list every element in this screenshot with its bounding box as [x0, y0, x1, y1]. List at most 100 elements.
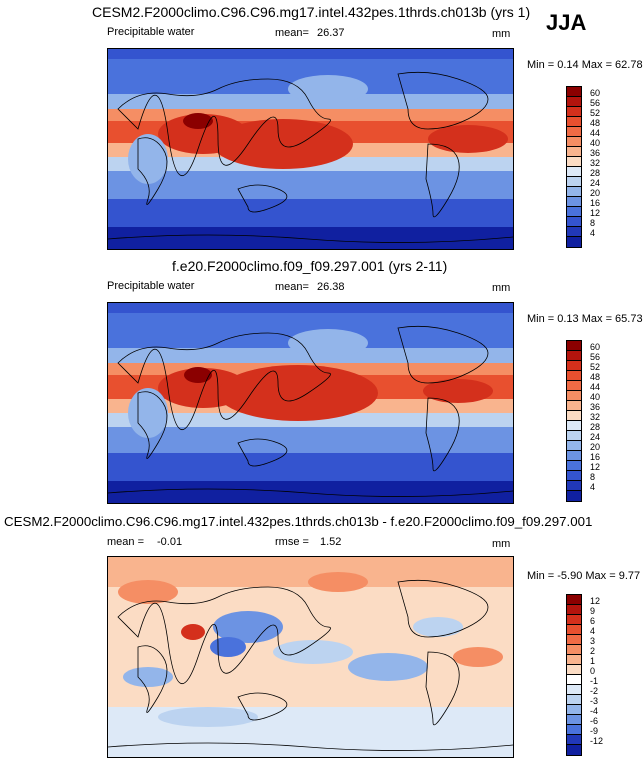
colorbar-tick-label: 60: [590, 342, 601, 352]
colorbar-swatch: [567, 615, 581, 625]
colorbar-tick-label: 60: [590, 88, 601, 98]
colorbar-tick-label: 4: [590, 626, 596, 636]
colorbar-swatch: [567, 157, 581, 167]
colorbar-tick-label: 28: [590, 168, 601, 178]
colorbar-tick-label: 24: [590, 178, 601, 188]
colorbar-tick-label: 40: [590, 138, 601, 148]
colorbar-swatch: [567, 675, 581, 685]
panel2-title: f.e20.F2000climo.f09_f09.297.001 (yrs 2-…: [172, 258, 448, 274]
colorbar-swatch: [567, 127, 581, 137]
colorbar-swatch: [567, 451, 581, 461]
colorbar-tick-label: 48: [590, 372, 601, 382]
colorbar-swatch: [567, 237, 581, 247]
colorbar-tick-label: 16: [590, 198, 601, 208]
panel2-units: mm: [492, 282, 511, 294]
colorbar-tick-label: 32: [590, 412, 601, 422]
colorbar-tick-label: 16: [590, 452, 601, 462]
colorbar-tick-label: 12: [590, 208, 601, 218]
panel2-mean-value: 26.38: [317, 281, 345, 293]
colorbar-tick-label: 56: [590, 352, 601, 362]
colorbar-tick-label: 2: [590, 646, 596, 656]
colorbar-tick-label: 36: [590, 402, 601, 412]
colorbar-tick-label: 36: [590, 148, 601, 158]
colorbar-swatch: [567, 351, 581, 361]
colorbar-tick-label: 44: [590, 128, 601, 138]
colorbar-swatch: [567, 401, 581, 411]
panel3-colorbar: [566, 594, 582, 756]
colorbar-tick-label: 12: [590, 462, 601, 472]
colorbar-tick-label: -12: [590, 736, 604, 746]
colorbar-swatch: [567, 217, 581, 227]
colorbar-swatch: [567, 371, 581, 381]
panel3-mean-label: mean =: [107, 536, 144, 548]
panel1-title: CESM2.F2000climo.C96.C96.mg17.intel.432p…: [92, 4, 531, 20]
colorbar-tick-label: 28: [590, 422, 601, 432]
colorbar-tick-label: -9: [590, 726, 599, 736]
panel3-mean-value: -0.01: [157, 536, 183, 548]
colorbar-tick-label: 40: [590, 392, 601, 402]
colorbar-tick-label: 32: [590, 158, 601, 168]
colorbar-swatch: [567, 635, 581, 645]
colorbar-swatch: [567, 625, 581, 635]
colorbar-tick-label: 1: [590, 656, 596, 666]
panel3-map: [107, 556, 514, 758]
panel3-rmse-value: 1.52: [320, 536, 342, 548]
colorbar-swatch: [567, 685, 581, 695]
colorbar-swatch: [567, 177, 581, 187]
colorbar-swatch: [567, 391, 581, 401]
panel1-mean-label: mean=: [275, 27, 309, 39]
colorbar-tick-label: 6: [590, 616, 596, 626]
colorbar-swatch: [567, 197, 581, 207]
colorbar-swatch: [567, 207, 581, 217]
panel2-mean-label: mean=: [275, 281, 309, 293]
colorbar-tick-label: 4: [590, 228, 596, 238]
panel2-minmax: Min = 0.13 Max = 65.73: [527, 313, 643, 325]
colorbar-swatch: [567, 725, 581, 735]
colorbar-tick-label: 3: [590, 636, 596, 646]
colorbar-swatch: [567, 645, 581, 655]
colorbar-swatch: [567, 107, 581, 117]
panel1-colorbar: [566, 86, 582, 248]
colorbar-tick-label: 48: [590, 118, 601, 128]
panel1-mean-value: 26.37: [317, 27, 345, 39]
panel3-title: CESM2.F2000climo.C96.C96.mg17.intel.432p…: [4, 514, 593, 529]
season-label: JJA: [546, 10, 587, 35]
colorbar-tick-label: 20: [590, 188, 601, 198]
colorbar-swatch: [567, 227, 581, 237]
colorbar-swatch: [567, 441, 581, 451]
panel1-field-plot: [108, 49, 513, 249]
colorbar-tick-label: 12: [590, 596, 601, 606]
panel1-minmax: Min = 0.14 Max = 62.78: [527, 59, 643, 71]
colorbar-swatch: [567, 147, 581, 157]
panel2-map: [107, 302, 514, 504]
colorbar-swatch: [567, 665, 581, 675]
colorbar-tick-label: 52: [590, 362, 601, 372]
colorbar-tick-label: 24: [590, 432, 601, 442]
colorbar-tick-label: -4: [590, 706, 599, 716]
panel2-variable: Precipitable water: [107, 280, 195, 292]
panel2-colorbar: [566, 340, 582, 502]
colorbar-swatch: [567, 137, 581, 147]
colorbar-tick-label: 0: [590, 666, 596, 676]
colorbar-swatch: [567, 87, 581, 97]
colorbar-swatch: [567, 341, 581, 351]
colorbar-tick-label: 20: [590, 442, 601, 452]
colorbar-swatch: [567, 471, 581, 481]
colorbar-tick-label: -1: [590, 676, 599, 686]
colorbar-tick-label: -2: [590, 686, 599, 696]
colorbar-swatch: [567, 705, 581, 715]
colorbar-swatch: [567, 655, 581, 665]
colorbar-tick-label: 8: [590, 472, 596, 482]
colorbar-tick-label: 56: [590, 98, 601, 108]
colorbar-swatch: [567, 491, 581, 501]
colorbar-tick-label: -3: [590, 696, 599, 706]
colorbar-swatch: [567, 431, 581, 441]
panel1-units: mm: [492, 28, 511, 40]
colorbar-tick-label: 9: [590, 606, 596, 616]
colorbar-tick-label: 8: [590, 218, 596, 228]
colorbar-swatch: [567, 117, 581, 127]
colorbar-swatch: [567, 361, 581, 371]
colorbar-swatch: [567, 187, 581, 197]
colorbar-swatch: [567, 745, 581, 755]
colorbar-swatch: [567, 695, 581, 705]
